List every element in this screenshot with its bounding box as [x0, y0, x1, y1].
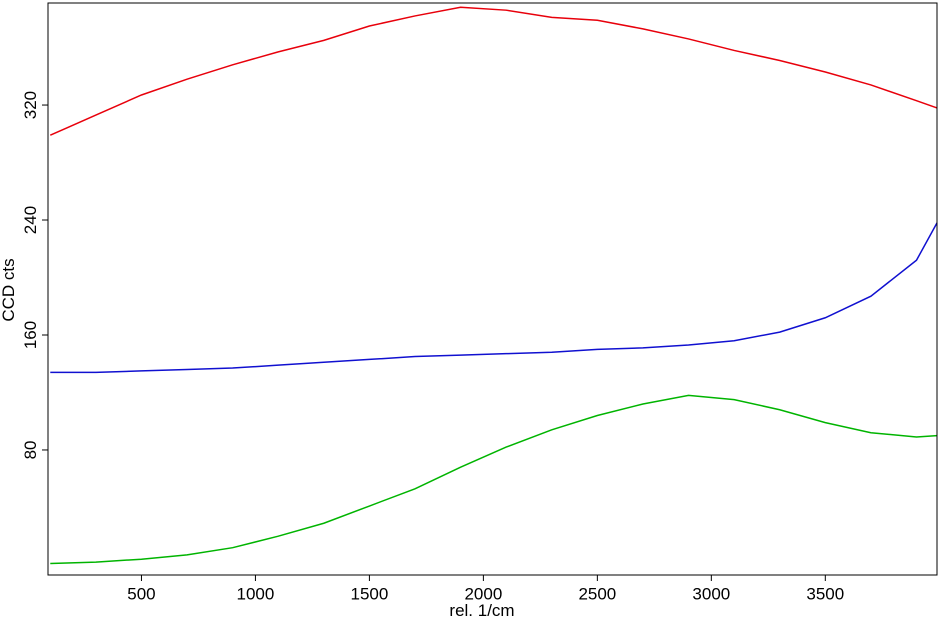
- x-tick-label: 2500: [578, 584, 616, 603]
- x-tick-label: 1500: [350, 584, 388, 603]
- x-tick-label: 500: [127, 584, 155, 603]
- x-tick-label: 3000: [692, 584, 730, 603]
- y-tick-label: 240: [21, 206, 40, 234]
- series-line: [50, 394, 938, 565]
- y-tick-label: 320: [21, 91, 40, 119]
- x-tick-label: 1000: [237, 584, 275, 603]
- series-line: [50, 222, 938, 374]
- y-axis-label: CCD cts: [0, 258, 18, 321]
- x-axis-label: rel. 1/cm: [449, 601, 514, 620]
- x-tick-label: 3500: [806, 584, 844, 603]
- plot-frame: [47, 2, 938, 576]
- x-tick-label: 2000: [464, 584, 502, 603]
- y-tick-label: 80: [21, 441, 40, 460]
- y-tick-label: 160: [21, 321, 40, 349]
- series-line: [49, 6, 938, 136]
